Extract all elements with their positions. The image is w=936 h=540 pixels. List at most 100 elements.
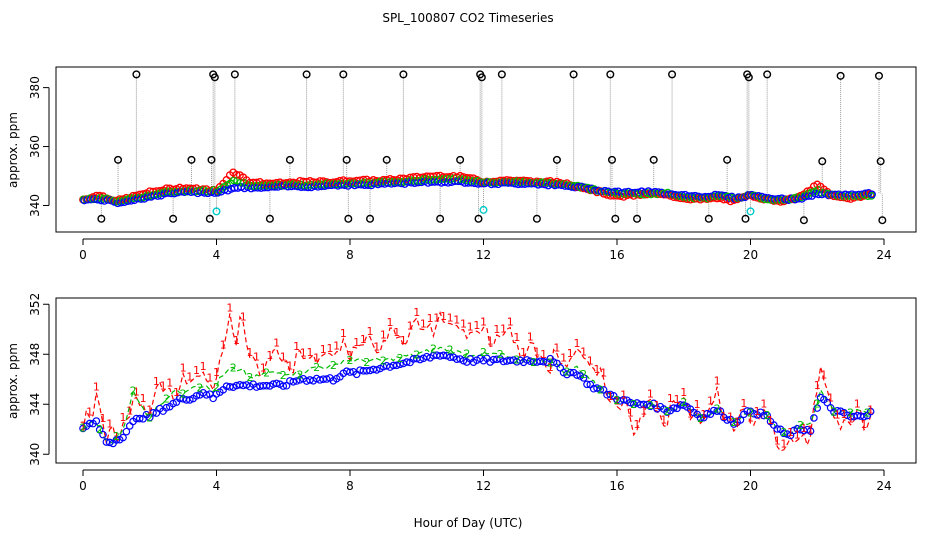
bottom-marker-2: 2 (430, 342, 437, 355)
top-outlier-black (169, 214, 178, 223)
bottom-marker-2: 2 (730, 416, 737, 429)
bottom-point-3 (866, 407, 875, 416)
bottom-point-3 (119, 433, 127, 442)
bottom-marker-1: 1 (860, 418, 867, 431)
bottom-marker-1: 1 (460, 318, 467, 331)
bottom-marker-1: 1 (400, 334, 407, 347)
bottom-marker-1: 1 (567, 347, 574, 360)
bottom-point-3 (813, 404, 822, 412)
bottom-marker-1: 1 (647, 387, 654, 400)
bottom-point-3 (125, 422, 134, 430)
bottom-marker-2: 2 (263, 367, 270, 380)
bottom-point-3 (696, 414, 705, 422)
top-outlier-black (799, 216, 808, 225)
bottom-marker-2: 2 (130, 384, 137, 397)
top-outlier-black (741, 214, 750, 223)
bottom-marker-1: 1 (734, 415, 741, 428)
top-point-green (807, 188, 816, 197)
top-outlier-black (607, 155, 616, 164)
bottom-marker-1: 1 (300, 347, 307, 360)
bottom-marker-1: 1 (667, 392, 674, 405)
bottom-x-tick-label: 20 (743, 479, 758, 493)
bottom-marker-1: 1 (260, 362, 267, 375)
bottom-marker-1: 1 (580, 346, 587, 359)
top-outlier-black (342, 155, 351, 164)
bottom-marker-1: 1 (640, 405, 647, 418)
bottom-point-3 (192, 392, 201, 400)
bottom-marker-1: 1 (313, 352, 320, 365)
bottom-point-3 (279, 382, 288, 390)
bottom-marker-1: 1 (467, 321, 474, 334)
bottom-point-3 (639, 400, 648, 409)
bottom-point-3 (703, 409, 711, 418)
bottom-marker-2: 2 (447, 343, 454, 356)
top-x-tick-label: 24 (876, 248, 891, 262)
top-outlier-black (633, 214, 642, 223)
bottom-marker-2: 2 (480, 346, 487, 359)
bottom-marker-1: 1 (754, 405, 761, 418)
bottom-marker-1: 1 (553, 342, 560, 355)
bottom-y-tick-label: 340 (28, 443, 42, 466)
bottom-point-3 (209, 394, 217, 403)
bottom-marker-1: 1 (560, 352, 567, 365)
bottom-point-3 (583, 380, 591, 389)
bottom-plot-frame (55, 297, 917, 464)
bottom-marker-1: 1 (800, 422, 807, 435)
bottom-marker-1: 1 (320, 343, 327, 356)
bottom-point-3 (783, 430, 792, 438)
bottom-marker-2: 2 (213, 381, 220, 394)
bottom-marker-2: 2 (296, 369, 303, 382)
bottom-point-3 (676, 401, 685, 409)
top-outlier-black (382, 155, 391, 164)
bottom-point-3 (272, 379, 281, 388)
top-outlier-cyan (212, 207, 221, 216)
bottom-point-3 (573, 371, 581, 379)
bottom-marker-1: 1 (160, 379, 167, 392)
bottom-marker-1: 1 (133, 385, 140, 398)
bottom-point-3 (619, 395, 628, 404)
bottom-point-3 (669, 404, 678, 412)
bottom-marker-2: 2 (196, 381, 203, 394)
top-outlier-black (265, 214, 274, 223)
bottom-marker-1: 1 (100, 412, 107, 425)
bottom-marker-1: 1 (220, 338, 227, 351)
bottom-marker-1: 1 (326, 342, 333, 355)
bottom-point-3 (292, 377, 301, 385)
bottom-marker-2: 2 (847, 406, 854, 419)
bottom-marker-1: 1 (333, 340, 340, 353)
bottom-point-3 (823, 398, 832, 407)
bottom-series-1-line (82, 310, 872, 452)
bottom-y-tick-label: 344 (28, 393, 42, 416)
bottom-marker-1: 1 (86, 406, 93, 419)
bottom-point-3 (322, 375, 331, 383)
top-outlier-black (456, 155, 465, 164)
bottom-marker-2: 2 (363, 356, 370, 369)
bottom-marker-1: 1 (787, 426, 794, 439)
x-axis-label: Hour of Day (UTC) (414, 516, 523, 530)
bottom-marker-1: 1 (500, 323, 507, 336)
top-outlier-black (878, 216, 887, 225)
top-outlier-black (763, 70, 772, 79)
top-droplines (100, 74, 883, 221)
bottom-point-3 (112, 436, 121, 444)
bottom-marker-1: 1 (153, 375, 160, 388)
top-outlier-black (399, 70, 408, 79)
bottom-marker-1: 1 (480, 315, 487, 328)
bottom-marker-1: 1 (113, 430, 120, 443)
bottom-marker-1: 1 (767, 414, 774, 427)
top-outlier-black (569, 70, 578, 79)
bottom-marker-1: 1 (627, 406, 634, 419)
top-x-axis: 0 4 8 12 16 20 24 (79, 238, 892, 262)
bottom-marker-1: 1 (867, 404, 874, 417)
bottom-point-3 (549, 358, 558, 366)
bottom-marker-1: 1 (166, 377, 173, 390)
bottom-x-tick-label: 24 (876, 479, 891, 493)
bottom-marker-1: 1 (380, 328, 387, 341)
bottom-point-3 (262, 381, 271, 390)
bottom-point-3 (85, 419, 94, 428)
top-outlier-cyan (479, 205, 488, 214)
bottom-marker-2: 2 (647, 399, 654, 412)
bottom-marker-1: 1 (680, 386, 687, 399)
